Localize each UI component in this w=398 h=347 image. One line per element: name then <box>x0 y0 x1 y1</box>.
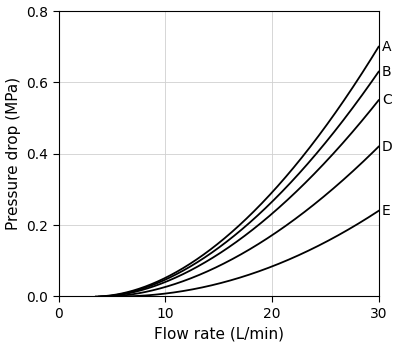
Y-axis label: Pressure drop (MPa): Pressure drop (MPa) <box>6 77 21 230</box>
Text: E: E <box>382 204 390 218</box>
X-axis label: Flow rate (L/min): Flow rate (L/min) <box>154 327 283 341</box>
Text: A: A <box>382 40 391 54</box>
Text: C: C <box>382 93 392 107</box>
Text: B: B <box>382 65 392 79</box>
Text: D: D <box>382 139 392 154</box>
